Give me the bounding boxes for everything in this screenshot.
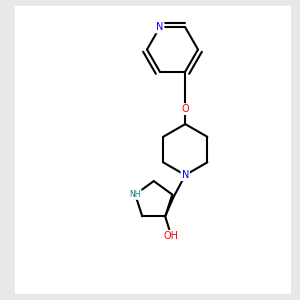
Text: NH: NH (130, 190, 141, 199)
Text: N: N (156, 22, 164, 32)
Text: N: N (182, 170, 189, 180)
Text: OH: OH (164, 231, 179, 241)
Text: O: O (182, 104, 189, 114)
